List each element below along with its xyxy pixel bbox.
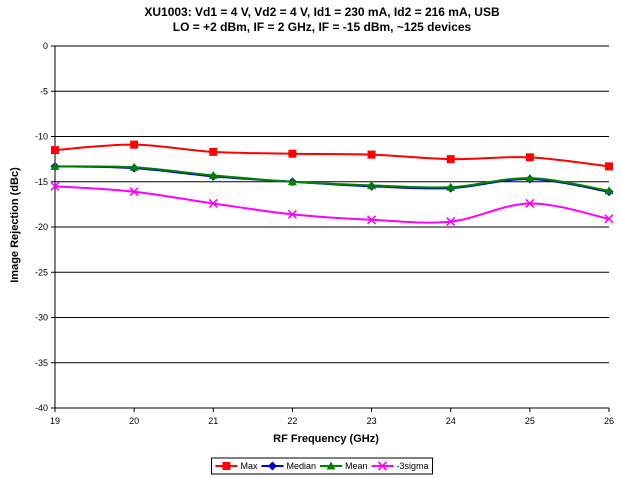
data-point-3sigma (604, 214, 614, 224)
x-tick-label: 26 (604, 416, 614, 426)
y-axis-title: Image Rejection (dBc) (9, 167, 21, 283)
legend-item: Mean (320, 461, 368, 471)
x-tick-label: 19 (50, 416, 60, 426)
series-3sigma (50, 181, 614, 227)
legend-marker-3sigma (377, 461, 388, 471)
y-tick-label: -25 (35, 267, 48, 277)
grid-lines (51, 45, 609, 409)
data-point-3sigma (446, 217, 456, 227)
data-point-3sigma (367, 215, 377, 225)
y-tick-label: 0 (43, 41, 48, 51)
x-tick-label: 20 (129, 416, 139, 426)
y-tick-label: -15 (35, 177, 48, 187)
x-tick-label: 23 (367, 416, 377, 426)
series-max (51, 140, 613, 171)
data-point-max (209, 147, 218, 156)
data-point-mean (446, 182, 456, 191)
legend-label: Median (286, 461, 316, 471)
data-point-mean (208, 170, 218, 179)
y-tick-label: -5 (40, 86, 48, 96)
y-tick-label: -30 (35, 313, 48, 323)
x-tick-label: 22 (287, 416, 297, 426)
data-point-3sigma (50, 181, 60, 191)
legend-item: Max (215, 461, 258, 471)
legend: Max Median Mean -3sigma (210, 457, 434, 475)
series-layer (50, 140, 614, 227)
x-tick-labels: 19 20 21 22 23 24 25 26 (50, 408, 614, 426)
series-line-max (54, 143, 610, 168)
legend-marker-max (222, 462, 231, 470)
y-tick-label: -20 (35, 222, 48, 232)
series-line-mean (54, 165, 610, 192)
legend-item: -3sigma (371, 461, 429, 471)
data-point-max (446, 155, 455, 164)
chart-title-line-1: XU1003: Vd1 = 4 V, Vd2 = 4 V, Id1 = 230 … (144, 5, 500, 19)
data-point-3sigma (208, 198, 218, 209)
x-tick-label: 25 (525, 416, 535, 426)
y-tick-label: -10 (35, 132, 48, 142)
y-tick-label: -40 (35, 403, 48, 413)
data-point-max (525, 153, 534, 162)
series-line-3sigma (54, 185, 610, 224)
data-point-mean (50, 161, 60, 170)
data-point-max (51, 146, 59, 155)
data-point-mean (525, 173, 535, 182)
legend-label: Max (240, 461, 258, 471)
legend-item: Median (261, 461, 316, 471)
legend-marker-mean (326, 461, 336, 470)
legend-marker-median (267, 461, 277, 471)
x-axis-title: RF Frequency (GHz) (273, 433, 379, 445)
chart-title-line-2: LO = +2 dBm, IF = 2 GHz, IF = -15 dBm, ~… (173, 20, 472, 34)
data-point-max (367, 150, 376, 159)
data-point-3sigma (525, 198, 535, 209)
data-point-mean (367, 180, 377, 189)
legend-label: Mean (345, 461, 368, 471)
data-point-mean (287, 177, 297, 186)
series-mean (50, 161, 614, 195)
data-point-mean (129, 162, 139, 171)
data-point-3sigma (129, 187, 139, 197)
y-tick-label: -35 (35, 358, 48, 368)
x-tick-label: 24 (446, 416, 456, 426)
data-point-max (130, 140, 139, 149)
data-point-max (288, 149, 297, 158)
data-point-mean (604, 186, 614, 195)
y-tick-labels: 0 -5 -10 -15 -20 -25 -30 -35 -40 (35, 41, 48, 413)
legend-label: -3sigma (397, 461, 429, 471)
data-point-3sigma (287, 209, 297, 219)
data-point-max (605, 162, 613, 171)
x-tick-label: 21 (208, 416, 218, 426)
